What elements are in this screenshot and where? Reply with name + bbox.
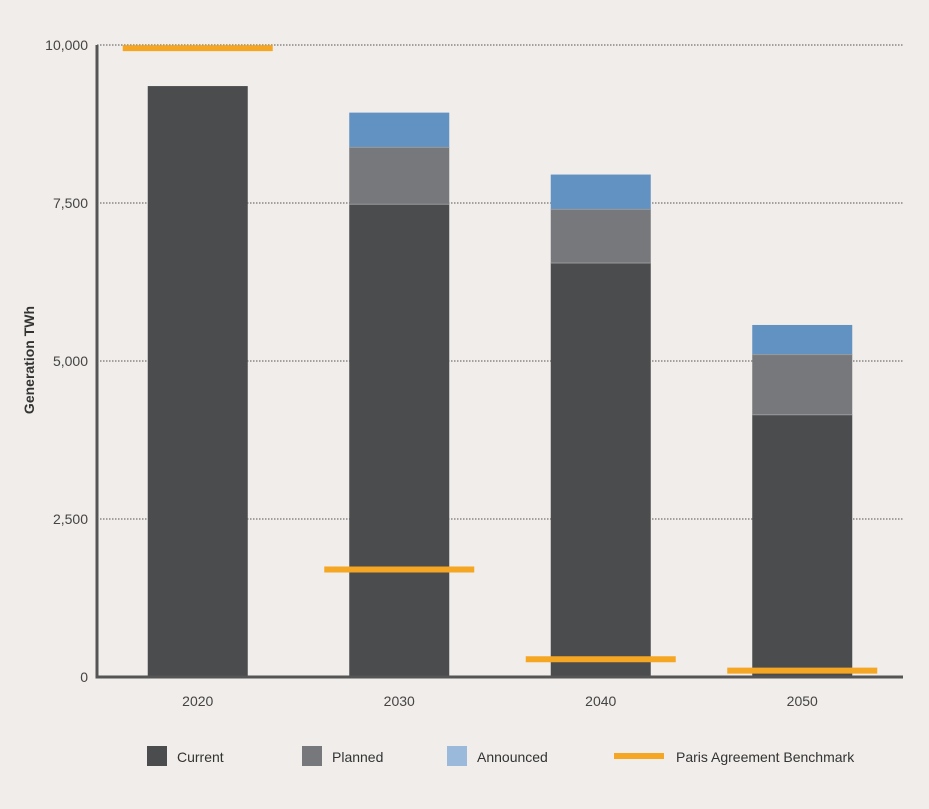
grid-lines [97,44,903,520]
bar-current-2040 [550,263,651,677]
x-tick-labels: 2020 2030 2040 2050 [182,693,818,709]
bar-planned-2050 [752,354,853,415]
legend-label: Planned [332,749,383,765]
benchmark-lines [122,45,878,674]
bar-announced-2050 [752,324,853,355]
legend-label: Paris Agreement Benchmark [676,749,855,765]
bar-planned-2040 [550,209,651,264]
bar-current-2050 [752,414,853,677]
y-tick-label: 5,000 [53,353,88,369]
y-tick-label: 2,500 [53,511,88,527]
bar-planned-2030 [349,147,450,205]
legend-swatch-announced [447,746,467,766]
legend-swatch-planned [302,746,322,766]
bar-current-2030 [349,204,450,677]
legend-label: Announced [477,749,548,765]
y-tick-label: 7,500 [53,195,88,211]
bar-announced-2040 [550,174,651,210]
y-tick-label: 0 [80,669,88,685]
axes [95,45,903,679]
x-tick-label: 2040 [585,693,616,709]
legend-swatch-current [147,746,167,766]
bars [147,86,853,677]
y-tick-label: 10,000 [45,37,88,53]
bar-current-2020 [147,86,248,677]
y-axis-label: Generation TWh [21,306,37,414]
x-tick-label: 2030 [384,693,415,709]
x-tick-label: 2020 [182,693,213,709]
y-tick-labels: 0 2,500 5,000 7,500 10,000 [45,37,88,685]
legend: Current Planned Announced Paris Agreement B… [147,746,855,766]
bar-announced-2030 [349,112,450,148]
x-tick-label: 2050 [787,693,818,709]
legend-label: Current [177,749,224,765]
